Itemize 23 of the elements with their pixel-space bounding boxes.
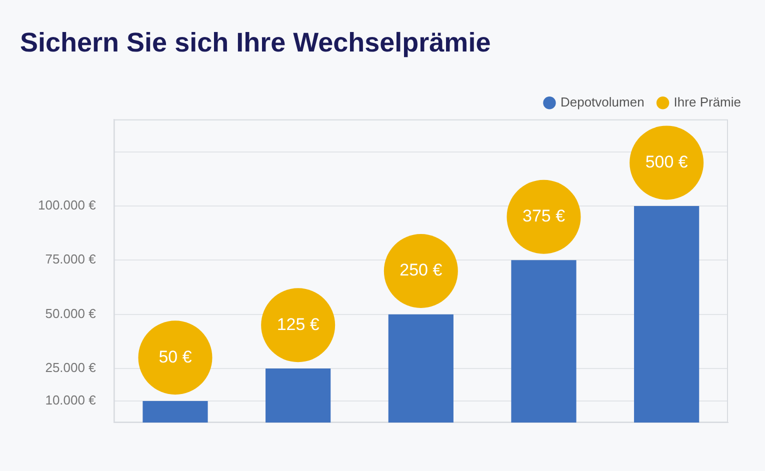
bar (388, 314, 454, 423)
point (506, 180, 581, 254)
legend-label: Ihre Prämie (674, 94, 742, 110)
bar (634, 206, 700, 423)
data-label: 500 € (645, 152, 688, 172)
point (384, 234, 458, 308)
bar (511, 260, 576, 423)
point (138, 320, 212, 395)
bar (266, 368, 331, 423)
y-tick-label: 75.000 € (45, 252, 97, 267)
chart-title: Sichern Sie sich Ihre Wechselprämie (20, 28, 491, 58)
y-tick-label: 10.000 € (45, 392, 97, 408)
data-label: 50 € (158, 347, 192, 366)
legend-label: Depotvolumen (560, 94, 644, 110)
point (630, 126, 704, 200)
y-tick-label: 100.000 € (38, 198, 97, 213)
data-label: 250 € (400, 260, 443, 280)
bar (142, 400, 208, 423)
y-tick-label: 50.000 € (45, 306, 97, 321)
data-label: 125 € (276, 314, 320, 334)
data-label: 375 € (522, 206, 566, 226)
y-tick-label: 25.000 € (45, 360, 97, 376)
point (261, 288, 336, 362)
